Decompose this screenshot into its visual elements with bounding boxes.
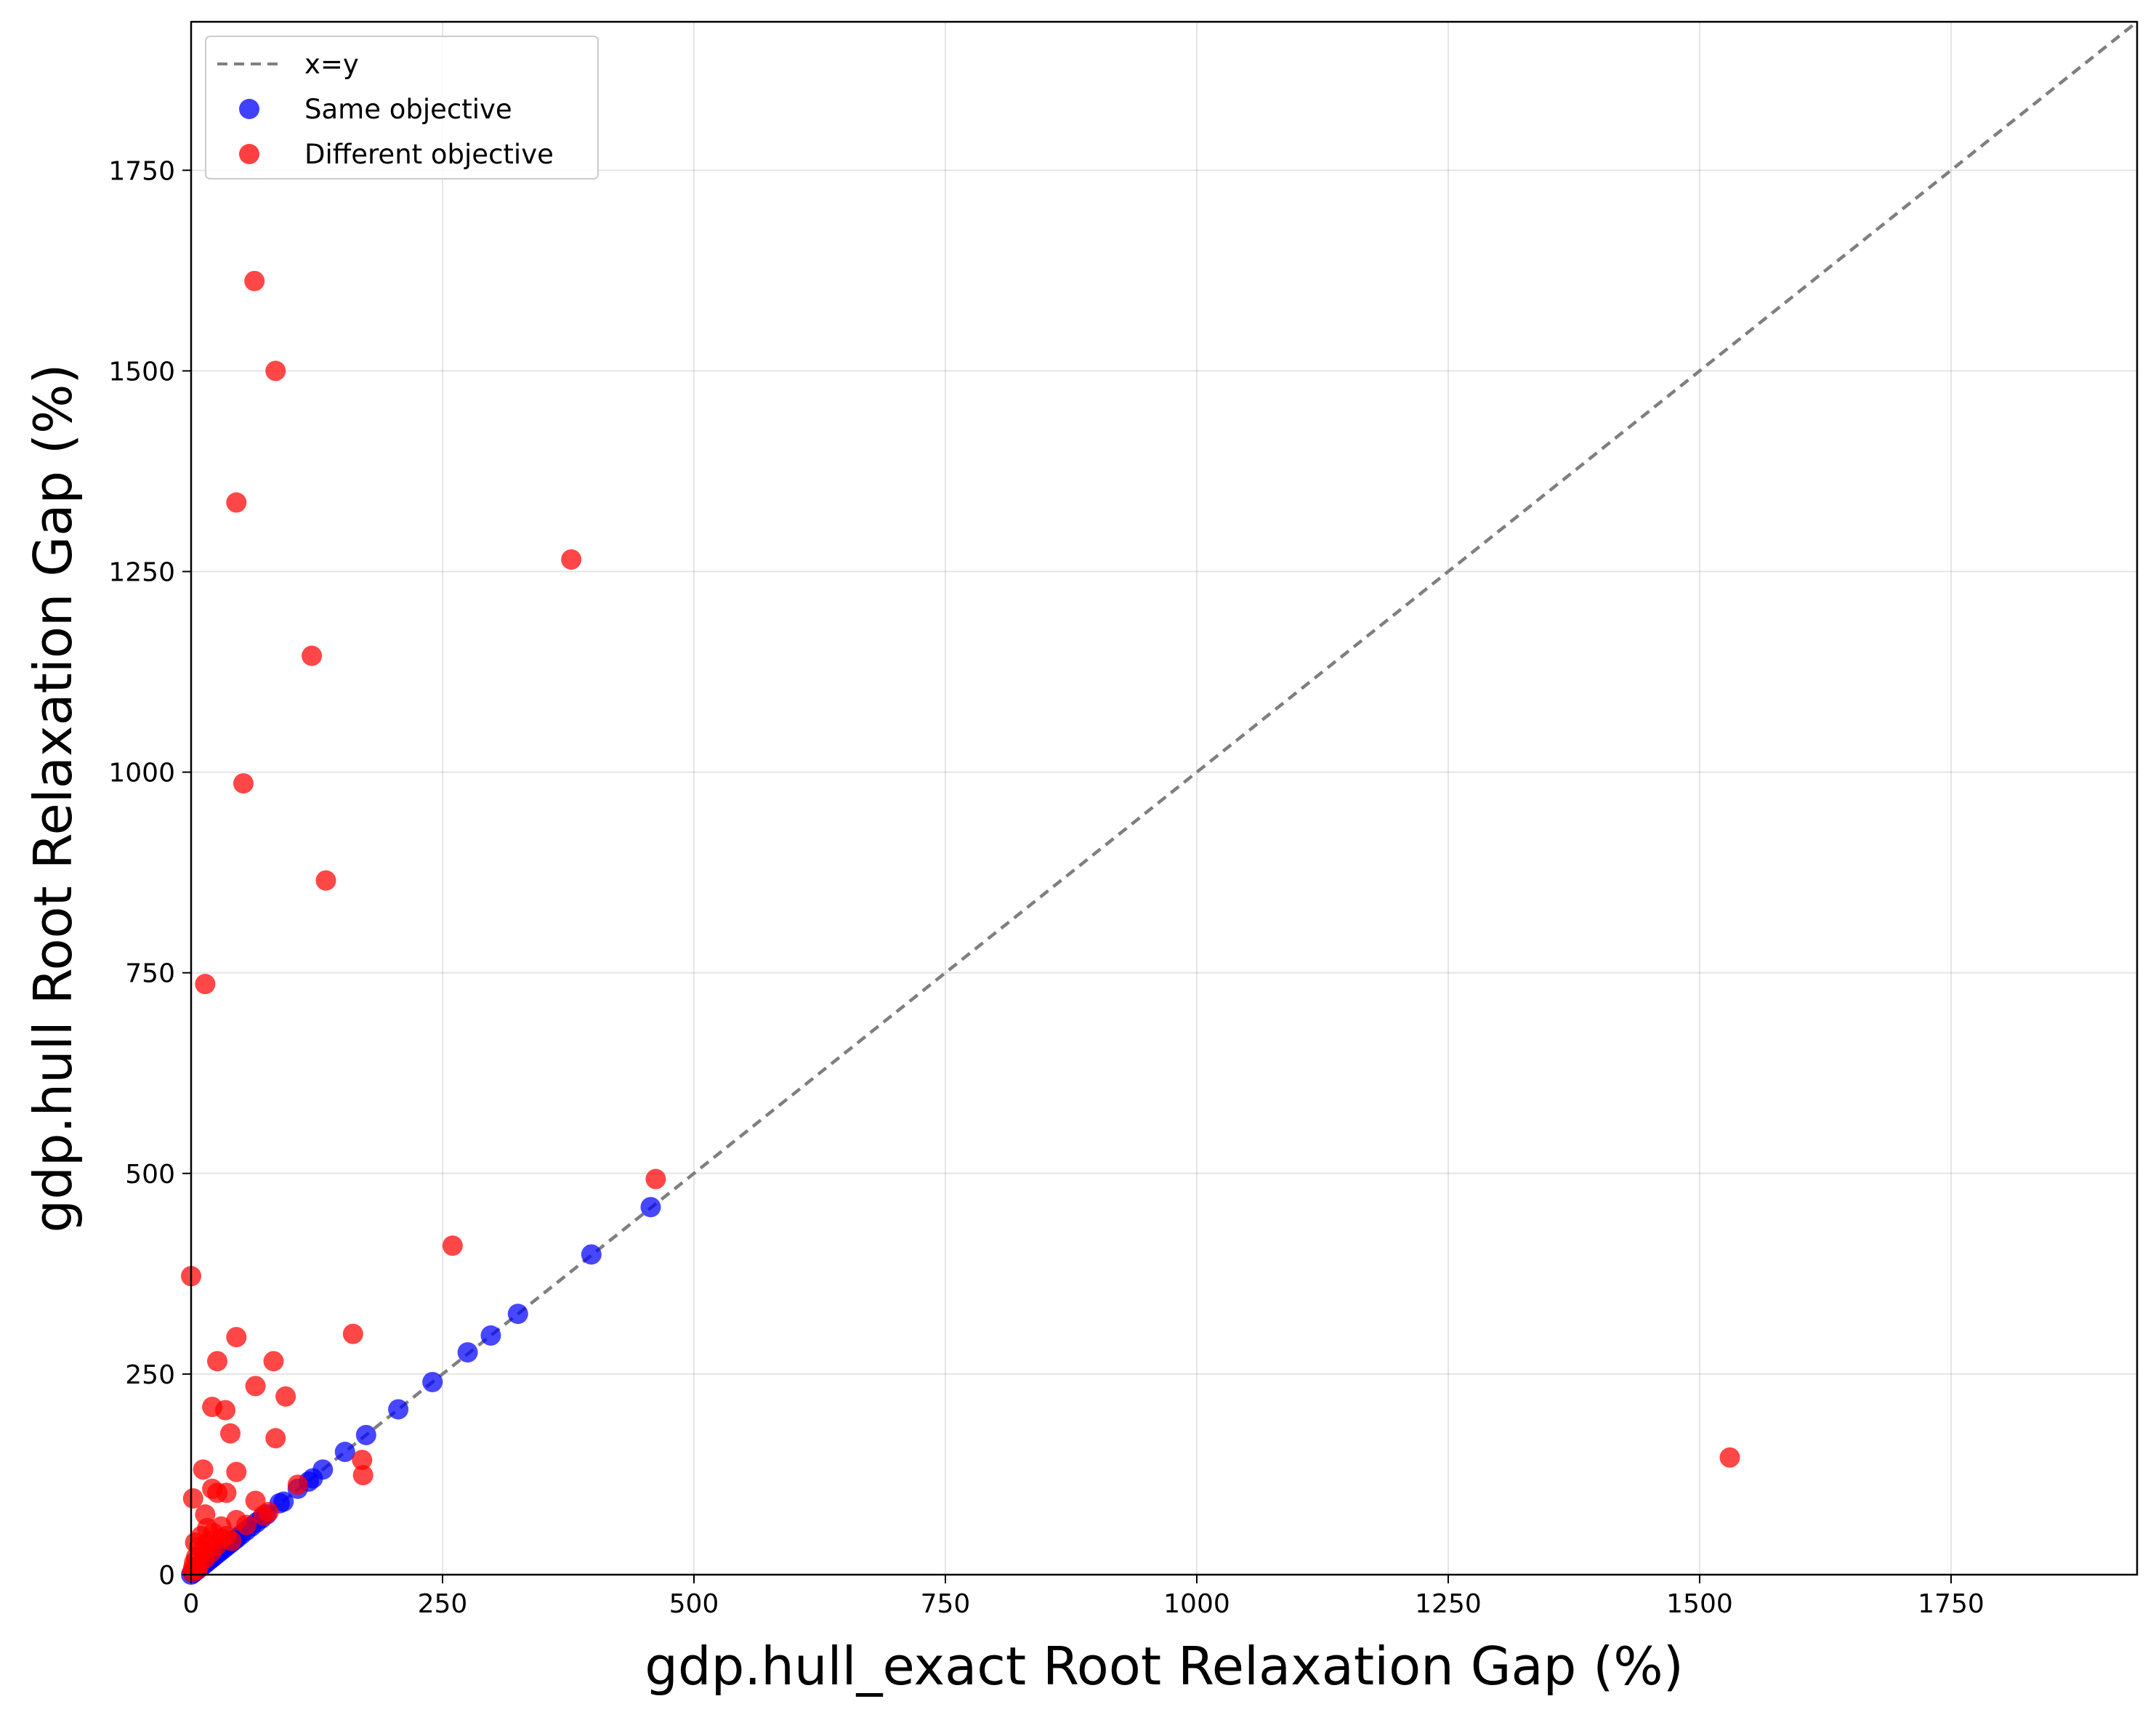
y-tick-label: 1500 xyxy=(108,357,175,387)
data-point xyxy=(315,870,336,891)
data-point xyxy=(236,1514,257,1535)
data-points-layer xyxy=(181,270,1740,1585)
x-tick-label: 1500 xyxy=(1666,1589,1733,1619)
legend: x=y Same objective Different objective xyxy=(205,36,599,179)
data-point xyxy=(457,1342,478,1363)
data-point xyxy=(388,1399,409,1420)
data-point xyxy=(334,1442,355,1463)
x-tick-label: 500 xyxy=(669,1589,719,1619)
x-tick-label: 1750 xyxy=(1918,1589,1985,1619)
data-point xyxy=(233,773,254,794)
y-tick-label: 1750 xyxy=(108,156,175,186)
data-point xyxy=(263,1351,284,1372)
x-tick-label: 1250 xyxy=(1415,1589,1482,1619)
data-point xyxy=(195,974,216,995)
data-point xyxy=(302,645,323,666)
x-tick-label: 750 xyxy=(921,1589,971,1619)
y-tick-label: 1000 xyxy=(108,759,175,788)
data-point xyxy=(352,1450,373,1471)
data-point xyxy=(312,1459,334,1480)
data-point xyxy=(219,1423,241,1444)
data-point xyxy=(1719,1447,1740,1468)
data-point xyxy=(226,1461,247,1482)
plot-area-frame xyxy=(190,20,2139,1576)
data-point xyxy=(355,1424,376,1445)
data-point xyxy=(216,1482,237,1503)
reference-line-x-equals-y xyxy=(190,20,2139,1576)
data-point xyxy=(253,1505,274,1526)
data-point xyxy=(287,1474,308,1495)
series-different-objective xyxy=(181,270,1740,1583)
x-axis-title: gdp.hull_exact Root Relaxation Gap (%) xyxy=(645,1636,1684,1697)
legend-different-objective-label: Different objective xyxy=(304,139,554,170)
data-point xyxy=(581,1244,602,1265)
legend-different-objective-marker xyxy=(239,144,259,164)
data-point xyxy=(507,1304,528,1325)
legend-same-objective-label: Same objective xyxy=(304,94,512,125)
grid-lines xyxy=(191,22,2137,1575)
data-point xyxy=(265,1428,286,1449)
data-point xyxy=(422,1371,443,1392)
data-point xyxy=(645,1168,666,1190)
y-axis-title: gdp.hull Root Relaxation Gap (%) xyxy=(23,363,84,1232)
x-tick-label: 1000 xyxy=(1163,1589,1230,1619)
data-point xyxy=(265,360,286,381)
data-point xyxy=(561,549,582,570)
data-point xyxy=(273,1491,294,1512)
legend-same-objective-marker xyxy=(239,99,259,119)
data-point xyxy=(182,1562,203,1583)
data-point xyxy=(640,1197,661,1218)
data-point xyxy=(442,1235,463,1256)
x-tick-label: 250 xyxy=(418,1589,468,1619)
data-point xyxy=(244,270,265,291)
data-point xyxy=(221,1530,242,1551)
legend-box xyxy=(205,36,599,179)
y-tick-label: 750 xyxy=(125,959,175,989)
data-point xyxy=(226,492,247,513)
axis-ticks: 0 250 500 750 1000 1250 1500 1750 0 250 500 750 1000… xyxy=(108,156,1984,1619)
reference-line-layer xyxy=(190,20,2139,1576)
y-tick-label: 500 xyxy=(125,1160,175,1190)
data-point xyxy=(182,1488,203,1509)
data-point xyxy=(275,1386,296,1407)
y-tick-label: 1250 xyxy=(108,558,175,588)
legend-reference-line-label: x=y xyxy=(304,49,359,80)
x-tick-label: 0 xyxy=(183,1589,200,1619)
data-point xyxy=(193,1459,214,1480)
data-point xyxy=(352,1465,374,1486)
data-point xyxy=(480,1325,501,1346)
y-tick-label: 250 xyxy=(125,1360,175,1390)
y-tick-label: 0 xyxy=(158,1561,175,1591)
data-point xyxy=(215,1400,236,1421)
data-point xyxy=(206,1351,227,1372)
data-point xyxy=(342,1323,363,1344)
data-point xyxy=(226,1327,247,1348)
data-point xyxy=(245,1376,266,1397)
